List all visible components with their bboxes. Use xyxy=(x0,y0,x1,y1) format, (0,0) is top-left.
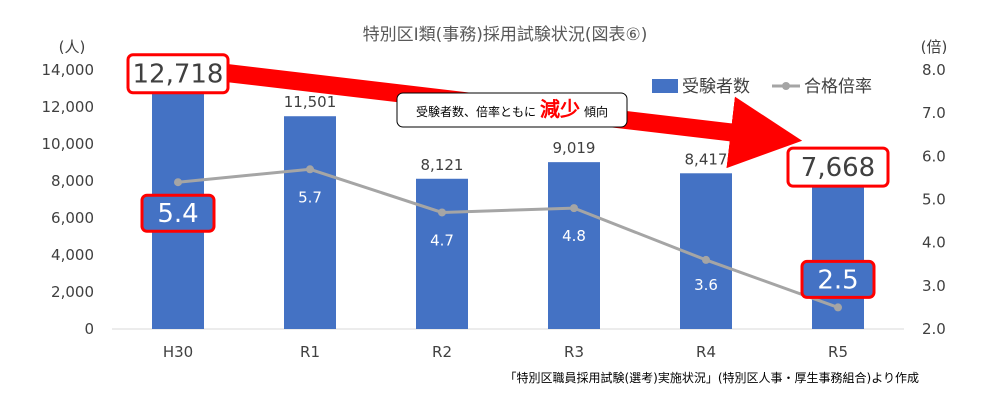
rate-point xyxy=(174,178,182,187)
bar-value-label: 9,019 xyxy=(553,139,596,157)
right-axis-tick: 8.0 xyxy=(922,61,946,79)
bar-value-labels: 11,501 8,121 9,019 8,417 xyxy=(284,93,728,174)
highlight-box-rate xyxy=(140,193,216,233)
trend-callout-text: 受験者数、倍率ともに 減少 傾向 xyxy=(416,97,608,121)
category-label: R2 xyxy=(432,343,452,361)
rate-line xyxy=(177,167,839,309)
bar-value-label-highlighted: 12,718 xyxy=(133,60,224,90)
legend: 受験者数 合格倍率 xyxy=(652,77,872,97)
rate-value-label: 3.6 xyxy=(694,276,718,294)
left-axis-tick: 2,000 xyxy=(51,283,94,301)
bar-series xyxy=(152,93,864,329)
category-label: R5 xyxy=(828,343,848,361)
line-series xyxy=(174,165,842,312)
left-axis-tick: 10,000 xyxy=(42,135,95,153)
left-axis-tick: 14,000 xyxy=(42,61,95,79)
bar-value-label-highlighted: 7,668 xyxy=(801,153,875,183)
callout-emphasis: 減少 xyxy=(540,97,580,121)
highlight-box-rate xyxy=(800,259,876,299)
right-axis-unit: (倍) xyxy=(921,38,948,56)
legend-bar-swatch xyxy=(652,79,678,93)
x-axis-categories: H30 R1 R2 R3 R4 R5 xyxy=(163,343,848,361)
rate-value-label-highlighted: 2.5 xyxy=(817,265,858,295)
bar-value-label: 8,417 xyxy=(685,150,728,168)
left-axis-tick: 8,000 xyxy=(51,172,94,190)
category-label: R3 xyxy=(564,343,584,361)
rate-point xyxy=(570,204,578,213)
right-axis-tick: 4.0 xyxy=(922,234,946,252)
rate-value-label: 4.7 xyxy=(430,231,454,249)
trend-callout-box xyxy=(396,92,628,128)
source-note: 「特別区職員採用試験(選考)実施状況」(特別区人事・厚生事務組合)より作成 xyxy=(505,370,920,385)
bar xyxy=(416,178,468,329)
callout-text-before: 受験者数、倍率ともに xyxy=(416,104,536,119)
chart-title: 特別区Ⅰ類(事務)採用試験状況(図表⑥) xyxy=(363,25,648,45)
trend-callout: 受験者数、倍率ともに 減少 傾向 xyxy=(396,92,628,128)
bar-value-label: 11,501 xyxy=(284,93,337,111)
callout-text-after: 傾向 xyxy=(584,104,608,119)
left-axis-unit: (人) xyxy=(59,38,86,56)
right-axis-ticks: 2.0 3.0 4.0 5.0 6.0 7.0 8.0 xyxy=(922,61,946,338)
rate-point xyxy=(438,208,446,217)
legend-bar-label: 受験者数 xyxy=(682,77,750,97)
bar xyxy=(548,162,600,329)
highlight-boxes: 12,718 7,668 5.4 2.5 xyxy=(126,53,890,299)
line-value-labels: 5.7 4.7 4.8 3.6 xyxy=(298,188,718,294)
legend-line-label: 合格倍率 xyxy=(804,77,872,97)
right-axis-tick: 5.0 xyxy=(922,191,946,209)
highlight-box-bar xyxy=(786,146,890,188)
left-axis-tick: 6,000 xyxy=(51,209,94,227)
right-axis-tick: 3.0 xyxy=(922,277,946,295)
bar xyxy=(680,173,732,329)
left-axis-tick: 0 xyxy=(84,320,94,338)
left-axis-ticks: 0 2,000 4,000 6,000 8,000 10,000 12,000 14,000 xyxy=(42,61,95,338)
rate-point xyxy=(834,303,842,312)
rate-value-label: 5.7 xyxy=(298,188,322,206)
rate-point xyxy=(306,165,314,174)
right-axis-tick: 6.0 xyxy=(922,147,946,165)
legend-line-marker xyxy=(782,82,790,90)
rate-value-label: 4.8 xyxy=(562,227,586,245)
rate-value-label-highlighted: 5.4 xyxy=(157,199,198,229)
category-label: R4 xyxy=(696,343,716,361)
left-axis-tick: 4,000 xyxy=(51,246,94,264)
rate-point xyxy=(702,255,710,264)
bar-value-label: 8,121 xyxy=(421,156,464,174)
category-label: R1 xyxy=(300,343,320,361)
right-axis-tick: 2.0 xyxy=(922,320,946,338)
right-axis-tick: 7.0 xyxy=(922,104,946,122)
category-label: H30 xyxy=(163,343,193,361)
left-axis-tick: 12,000 xyxy=(42,98,95,116)
highlight-box-bar xyxy=(126,53,230,95)
bar xyxy=(284,116,336,329)
